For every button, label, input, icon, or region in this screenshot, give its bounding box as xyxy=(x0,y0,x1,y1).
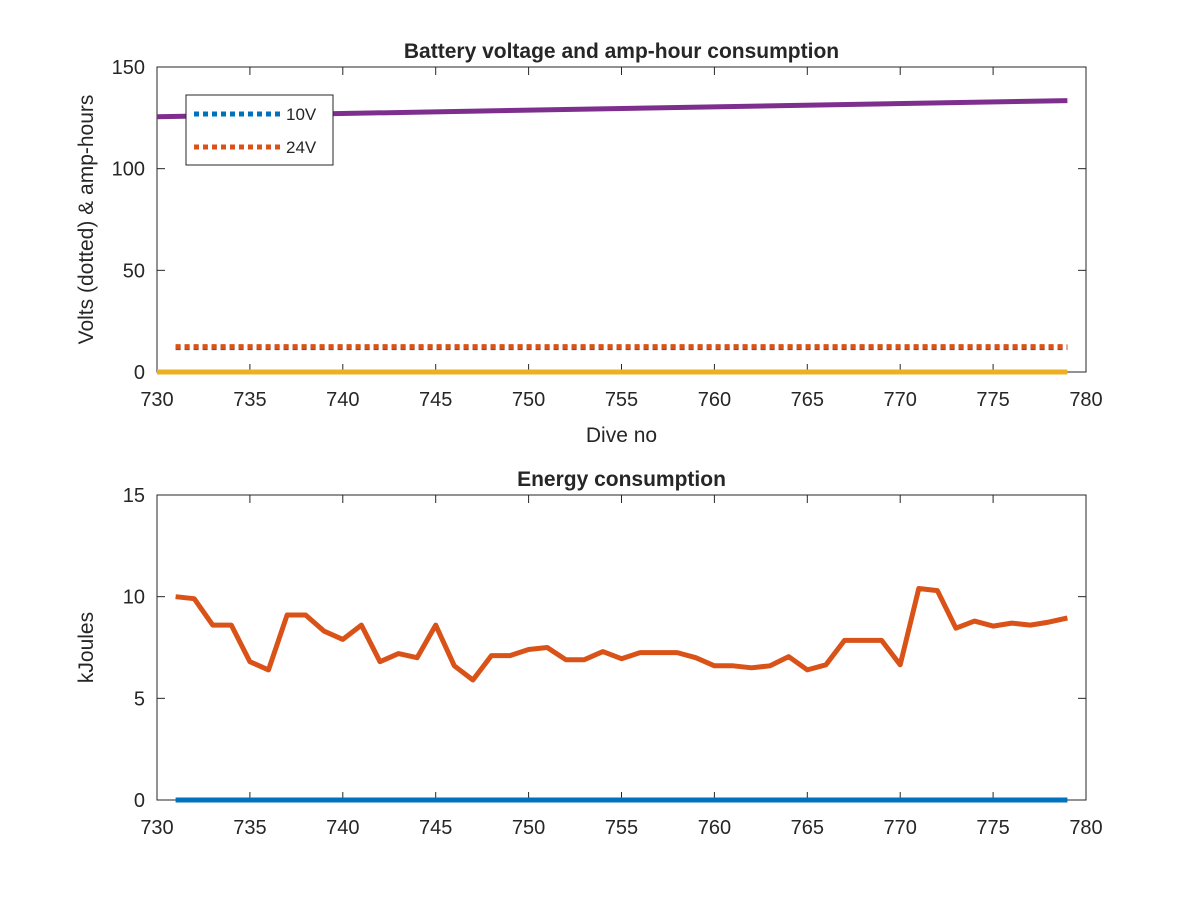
x-tick-label: 750 xyxy=(512,817,545,839)
x-tick-label: 780 xyxy=(1069,817,1102,839)
y-tick-label: 150 xyxy=(112,57,145,79)
x-tick-label: 740 xyxy=(326,389,359,411)
x-tick-label: 765 xyxy=(791,817,824,839)
x-tick-label: 745 xyxy=(419,389,452,411)
y-tick-label: 0 xyxy=(134,790,145,812)
y-axis-label: Volts (dotted) & amp-hours xyxy=(75,95,98,345)
x-tick-label: 755 xyxy=(605,389,638,411)
series-line-2-2 xyxy=(175,586,1068,683)
x-tick-label: 740 xyxy=(326,817,359,839)
x-tick-label: 780 xyxy=(1069,389,1102,411)
x-tick-label: 755 xyxy=(605,817,638,839)
x-tick-label: 745 xyxy=(419,817,452,839)
legend-label-24v: 24V xyxy=(286,138,317,157)
x-tick-label: 775 xyxy=(976,817,1009,839)
y-tick-label: 10 xyxy=(123,587,145,609)
chart-title: Battery voltage and amp-hour consumption xyxy=(404,40,839,63)
y-tick-label: 50 xyxy=(123,260,145,282)
y-tick-label: 0 xyxy=(134,362,145,384)
x-axis-label: Dive no xyxy=(586,424,657,447)
legend-label-10v: 10V xyxy=(286,105,317,124)
y-tick-label: 15 xyxy=(123,485,145,507)
x-tick-label: 760 xyxy=(698,389,731,411)
x-tick-label: 765 xyxy=(791,389,824,411)
chart-title: Energy consumption xyxy=(517,468,726,491)
x-tick-label: 760 xyxy=(698,817,731,839)
x-tick-label: 770 xyxy=(884,389,917,411)
plot-area-2 xyxy=(156,494,1087,801)
x-tick-label: 735 xyxy=(233,389,266,411)
x-tick-label: 735 xyxy=(233,817,266,839)
y-tick-label: 5 xyxy=(134,688,145,710)
x-tick-label: 730 xyxy=(140,389,173,411)
y-tick-label: 100 xyxy=(112,159,145,181)
x-tick-label: 750 xyxy=(512,389,545,411)
legend-box xyxy=(185,94,334,166)
x-tick-label: 770 xyxy=(884,817,917,839)
y-axis-label: kJoules xyxy=(75,612,98,683)
x-tick-label: 775 xyxy=(976,389,1009,411)
x-tick-label: 730 xyxy=(140,817,173,839)
